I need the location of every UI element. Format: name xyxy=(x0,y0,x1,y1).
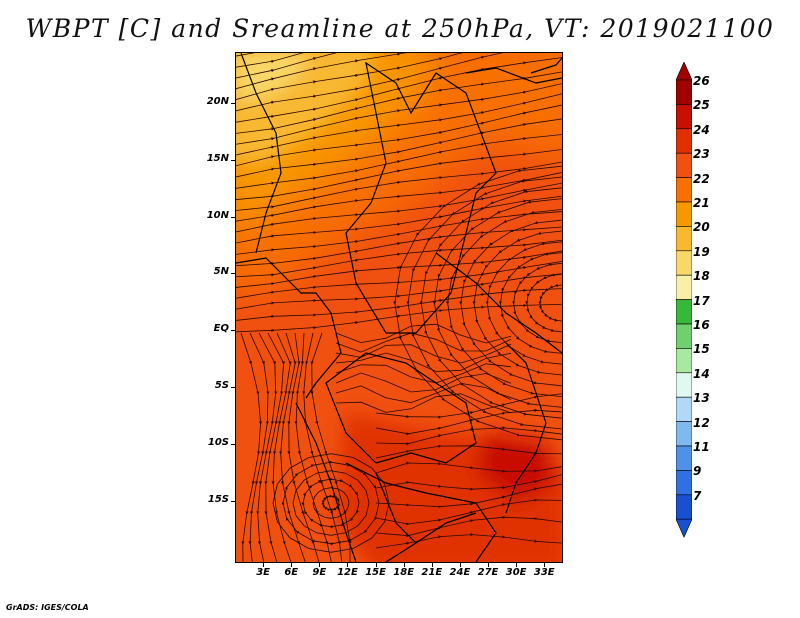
colorbar-swatch xyxy=(676,421,692,447)
streamline xyxy=(272,453,390,553)
colorbar-label: 25 xyxy=(693,98,710,113)
colorbar-swatch xyxy=(676,201,692,227)
colorbar-label: 12 xyxy=(693,415,710,430)
colorbar-top-cap xyxy=(676,62,692,81)
colorbar-swatch xyxy=(676,274,692,300)
x-tick-mark xyxy=(404,563,405,567)
y-tick-mark xyxy=(231,217,235,218)
chart-title: WBPT [C] and Sreamline at 250hPa, VT: 20… xyxy=(25,14,775,43)
colorbar-label: 11 xyxy=(693,440,710,454)
colorbar-label: 15 xyxy=(693,342,710,357)
colorbar-swatch xyxy=(676,250,692,276)
streamline xyxy=(335,352,512,372)
streamline xyxy=(281,460,380,546)
colorbar-swatch xyxy=(676,348,692,374)
colorbar-label: 19 xyxy=(693,244,710,259)
streamline xyxy=(335,372,512,393)
colorbar-swatch xyxy=(676,299,692,325)
colorbar-label: 22 xyxy=(693,171,710,186)
y-tick-mark xyxy=(231,160,235,161)
colorbar-swatch xyxy=(676,226,692,252)
y-tick-mark xyxy=(231,501,235,502)
y-tick-mark xyxy=(231,444,235,445)
x-tick-mark xyxy=(319,563,320,567)
map-panel xyxy=(235,52,563,563)
y-tick-label: 5N xyxy=(213,266,229,278)
y-tick-mark xyxy=(231,330,235,331)
x-tick-mark xyxy=(544,563,545,567)
x-tick-label: 15E xyxy=(365,567,386,578)
map-canvas xyxy=(236,53,562,562)
y-tick-label: 10N xyxy=(206,209,229,221)
grads-credit: GrADS: IGES/COLA xyxy=(6,603,89,612)
streamline xyxy=(335,343,512,364)
y-tick-label: 20N xyxy=(206,96,229,108)
y-tick-label: 5S xyxy=(214,379,229,391)
x-tick-label: 12E xyxy=(337,567,358,578)
colorbar-swatch xyxy=(676,152,692,178)
colorbar-swatch xyxy=(676,79,692,105)
colorbar-label: 24 xyxy=(693,122,710,137)
x-tick-mark xyxy=(291,563,292,567)
x-tick-mark xyxy=(460,563,461,567)
x-tick-label: 6E xyxy=(284,567,299,578)
colorbar-swatch xyxy=(676,372,692,398)
y-tick-label: 10S xyxy=(207,436,229,448)
colorbar-label: 26 xyxy=(693,74,710,88)
y-tick-label: 15S xyxy=(207,493,229,505)
streamline xyxy=(375,461,562,474)
colorbar-swatch xyxy=(676,104,692,130)
y-tick-mark xyxy=(231,387,235,388)
streamline xyxy=(375,532,562,549)
colorbar-label: 16 xyxy=(693,318,710,332)
colorbar-swatch xyxy=(676,396,692,422)
colorbar-label: 18 xyxy=(693,269,710,284)
y-tick-mark xyxy=(231,103,235,104)
x-tick-label: 27E xyxy=(477,567,499,578)
x-tick-mark xyxy=(488,563,489,567)
colorbar-label: 7 xyxy=(693,488,702,503)
colorbar xyxy=(676,62,692,538)
x-tick-label: 30E xyxy=(505,567,527,578)
x-tick-label: 24E xyxy=(449,567,471,578)
y-tick-label: EQ xyxy=(213,323,229,335)
x-tick-label: 3E xyxy=(256,567,270,578)
colorbar-label: 23 xyxy=(693,147,710,162)
streamline xyxy=(335,363,512,384)
colorbar-swatch xyxy=(676,470,692,496)
colorbar-label: 13 xyxy=(693,391,710,406)
colorbar-label: 20 xyxy=(693,220,710,235)
x-tick-label: 33E xyxy=(533,567,555,578)
colorbar-label: 14 xyxy=(693,366,710,381)
x-tick-mark xyxy=(432,563,433,567)
x-tick-mark xyxy=(516,563,517,567)
streamlines xyxy=(236,53,562,562)
x-tick-mark xyxy=(376,563,377,567)
country-borders xyxy=(236,53,562,562)
y-tick-mark xyxy=(231,273,235,274)
colorbar-swatch xyxy=(676,494,692,520)
colorbar-swatch xyxy=(676,323,692,349)
x-tick-label: 21E xyxy=(421,567,443,578)
y-tick-label: 15N xyxy=(206,152,229,164)
colorbar-bottom-cap xyxy=(676,518,692,538)
colorbar-label: 9 xyxy=(693,464,702,479)
colorbar-label: 21 xyxy=(693,196,710,210)
colorbar-swatch xyxy=(676,177,692,203)
streamline xyxy=(335,393,512,414)
x-tick-label: 9E xyxy=(312,567,327,578)
colorbar-label: 17 xyxy=(693,293,710,308)
streamline xyxy=(335,332,512,353)
colorbar-swatch xyxy=(676,445,692,471)
streamline xyxy=(335,382,512,404)
x-tick-mark xyxy=(347,563,348,567)
x-tick-mark xyxy=(263,563,264,567)
x-tick-label: 18E xyxy=(393,567,415,578)
colorbar-swatch xyxy=(676,128,692,154)
